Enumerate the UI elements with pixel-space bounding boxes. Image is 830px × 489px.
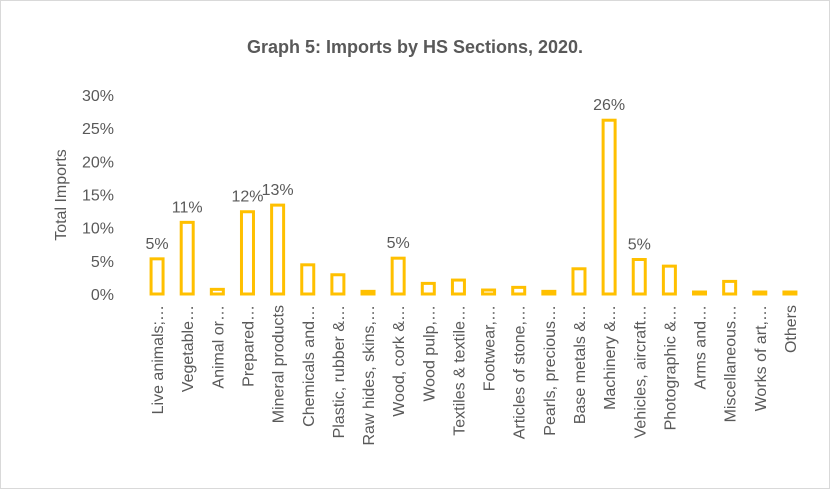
y-tick-label: 0% <box>91 287 114 304</box>
bar <box>752 290 768 296</box>
bar <box>360 289 376 296</box>
x-tick-label: Wood, cork &… <box>391 305 408 417</box>
x-tick-label: Chemicals and… <box>301 305 318 427</box>
y-tick-label: 20% <box>82 154 114 171</box>
bar <box>450 278 466 296</box>
bar <box>571 267 587 296</box>
x-tick-label: Live animals;… <box>150 305 167 414</box>
bar <box>481 288 497 296</box>
bar <box>330 273 346 296</box>
bar <box>239 210 255 296</box>
x-tick-label: Textiles & textile… <box>451 305 468 436</box>
y-tick-label: 5% <box>91 254 114 271</box>
bar <box>601 118 617 296</box>
bar <box>541 289 557 296</box>
x-tick-label: Articles of stone,… <box>512 305 529 439</box>
x-tick-label: Works of art,… <box>753 305 770 411</box>
y-tick-label: 25% <box>82 121 114 138</box>
x-tick-label: Others <box>783 305 800 353</box>
x-tick-label: Photographic &… <box>662 305 679 430</box>
x-tick-label: Raw hides, skins,… <box>361 305 378 446</box>
bar <box>179 220 195 296</box>
x-tick-label: Arms and… <box>693 305 710 389</box>
bar <box>390 256 406 296</box>
chart-title: Graph 5: Imports by HS Sections, 2020. <box>247 37 583 57</box>
bar <box>722 279 738 296</box>
y-tick-label: 15% <box>82 188 114 205</box>
x-tick-label: Prepared… <box>240 305 257 387</box>
bar <box>149 257 165 296</box>
x-tick-label: Pearls, precious… <box>542 305 559 436</box>
y-tick-label: 30% <box>82 88 114 105</box>
x-tick-label: Vehicles, aircraft… <box>632 305 649 438</box>
data-label: 12% <box>231 189 263 206</box>
bar <box>270 203 286 296</box>
y-axis-label: Total Imports <box>53 149 70 241</box>
x-tick-label: Animal or… <box>210 305 227 389</box>
bar <box>631 258 647 296</box>
data-label: 5% <box>387 235 410 252</box>
x-tick-label: Wood pulp,… <box>421 305 438 402</box>
x-tick-label: Miscellaneous… <box>723 305 740 422</box>
bar <box>511 285 527 296</box>
x-tick-label: Plastic, rubber &… <box>331 305 348 438</box>
x-tick-label: Machinery &… <box>602 305 619 410</box>
data-label: 11% <box>172 199 203 216</box>
bar <box>209 287 225 296</box>
bar <box>420 281 436 296</box>
data-label: 5% <box>146 236 169 253</box>
data-label: 5% <box>628 237 651 254</box>
x-tick-label: Mineral products <box>271 305 288 423</box>
data-label: 13% <box>262 182 294 199</box>
x-tick-label: Footwear,… <box>482 305 499 391</box>
x-tick-label: Base metals &… <box>572 305 589 424</box>
bar <box>661 264 677 296</box>
bar <box>692 290 708 296</box>
y-tick-label: 10% <box>82 221 114 238</box>
x-tick-label: Vegetable… <box>180 305 197 392</box>
bar <box>782 290 798 296</box>
bar <box>300 263 316 296</box>
data-label: 26% <box>593 97 625 114</box>
